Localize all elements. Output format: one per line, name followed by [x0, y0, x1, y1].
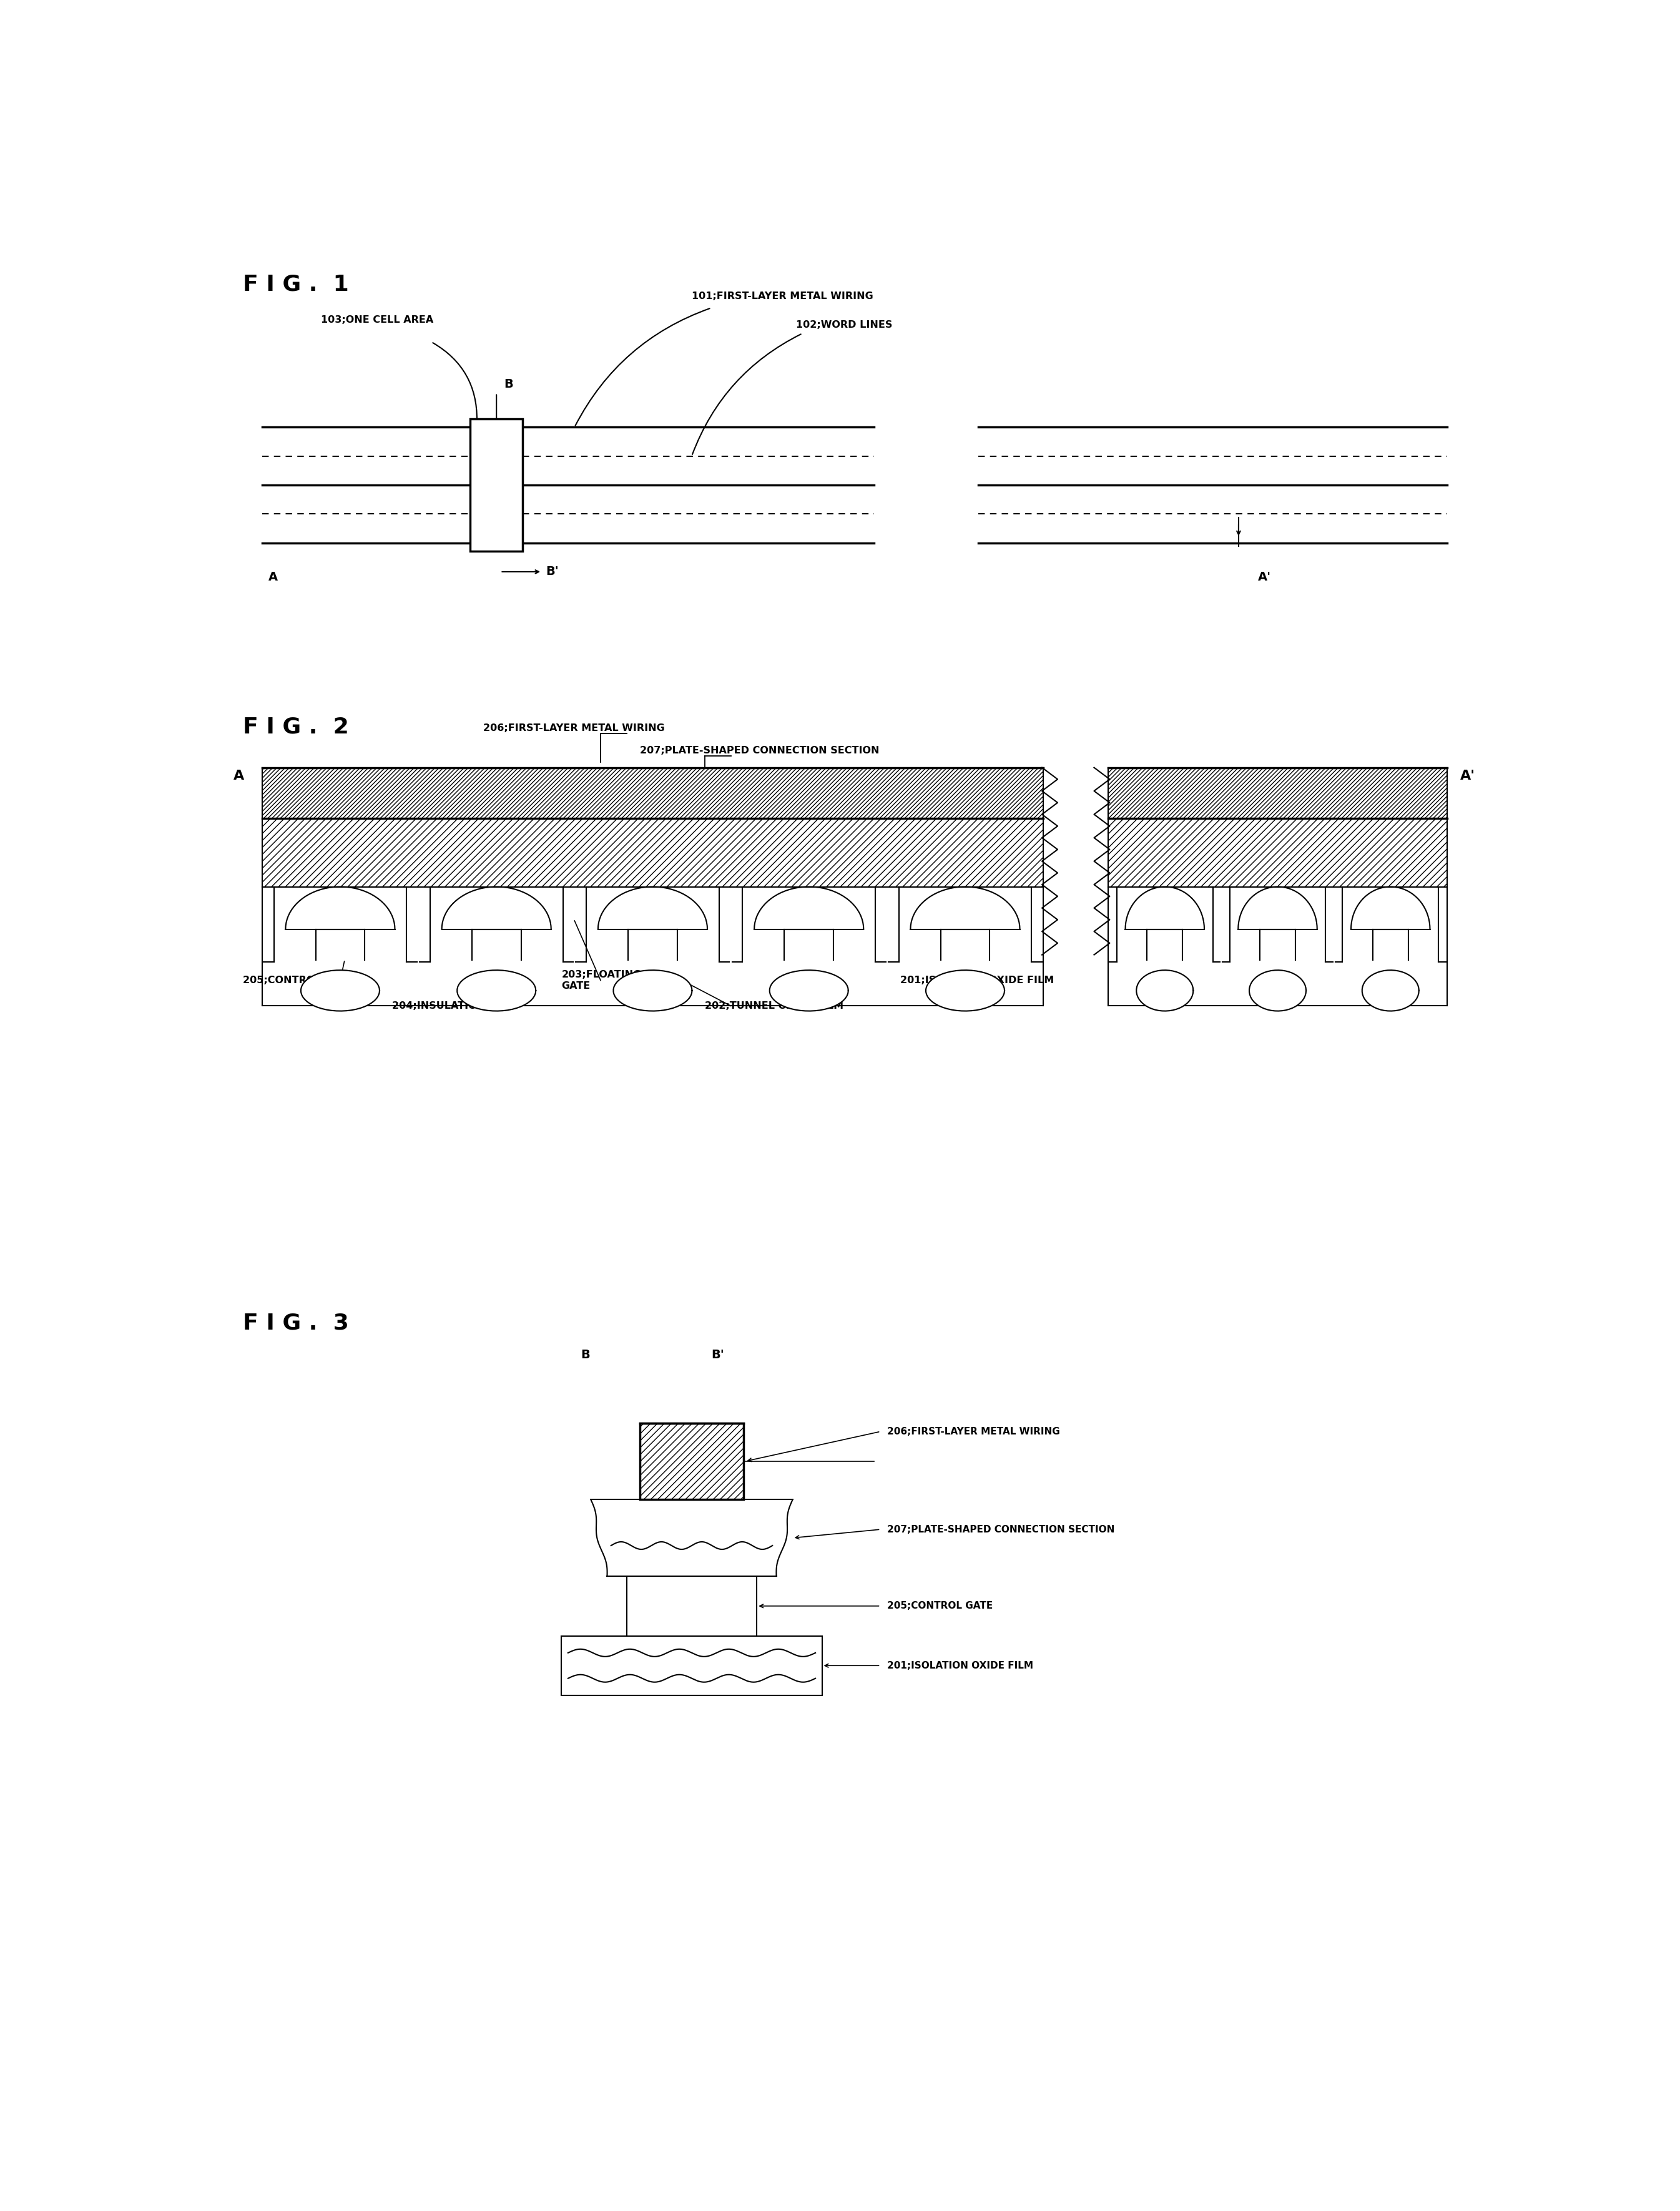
- Text: F I G .  2: F I G . 2: [242, 716, 348, 738]
- Text: 205;CONTROL GATE: 205;CONTROL GATE: [242, 975, 353, 986]
- Text: B: B: [581, 1349, 590, 1360]
- Polygon shape: [926, 971, 1005, 1010]
- Polygon shape: [628, 929, 677, 960]
- Polygon shape: [286, 887, 395, 929]
- Text: 207;PLATE-SHAPED CONNECTION SECTION: 207;PLATE-SHAPED CONNECTION SECTION: [640, 745, 879, 756]
- Polygon shape: [613, 971, 692, 1010]
- Bar: [470, 418, 522, 551]
- Polygon shape: [472, 929, 521, 960]
- Bar: [262, 767, 1043, 818]
- Polygon shape: [1238, 887, 1317, 929]
- Bar: [262, 818, 1043, 887]
- Text: 206;FIRST-LAYER METAL WIRING: 206;FIRST-LAYER METAL WIRING: [484, 723, 665, 734]
- Text: 207;PLATE-SHAPED CONNECTION SECTION: 207;PLATE-SHAPED CONNECTION SECTION: [887, 1526, 1114, 1534]
- Text: F I G .  1: F I G . 1: [242, 274, 348, 294]
- Polygon shape: [941, 929, 990, 960]
- Polygon shape: [769, 971, 848, 1010]
- Polygon shape: [754, 887, 864, 929]
- Bar: [561, 1636, 822, 1696]
- Text: 101;FIRST-LAYER METAL WIRING: 101;FIRST-LAYER METAL WIRING: [692, 292, 874, 301]
- Polygon shape: [1147, 929, 1183, 960]
- Polygon shape: [442, 887, 551, 929]
- Polygon shape: [1126, 887, 1205, 929]
- Polygon shape: [1260, 929, 1295, 960]
- Text: 201;ISOLATION OXIDE FILM: 201;ISOLATION OXIDE FILM: [900, 975, 1053, 986]
- Polygon shape: [785, 929, 833, 960]
- Text: B': B': [711, 1349, 724, 1360]
- Bar: [1109, 818, 1446, 887]
- Text: 206;FIRST-LAYER METAL WIRING: 206;FIRST-LAYER METAL WIRING: [887, 1426, 1060, 1437]
- Polygon shape: [1373, 929, 1408, 960]
- Polygon shape: [301, 971, 380, 1010]
- Polygon shape: [457, 971, 536, 1010]
- Bar: [1109, 767, 1446, 818]
- Text: 103;ONE CELL AREA: 103;ONE CELL AREA: [321, 316, 433, 325]
- Text: 202;TUNNEL OXIDE FILM: 202;TUNNEL OXIDE FILM: [706, 1002, 843, 1010]
- Polygon shape: [1136, 971, 1193, 1010]
- Bar: [627, 1576, 758, 1636]
- Polygon shape: [591, 1499, 793, 1576]
- Text: F I G .  3: F I G . 3: [242, 1313, 348, 1333]
- Text: 201;ISOLATION OXIDE FILM: 201;ISOLATION OXIDE FILM: [887, 1660, 1033, 1669]
- Text: B: B: [504, 378, 514, 391]
- Text: A': A': [1460, 769, 1475, 783]
- Text: A: A: [269, 570, 277, 584]
- Text: A': A': [1258, 570, 1272, 584]
- Polygon shape: [911, 887, 1020, 929]
- Text: 205;CONTROL GATE: 205;CONTROL GATE: [887, 1601, 993, 1610]
- Text: A: A: [234, 769, 244, 783]
- Text: 102;WORD LINES: 102;WORD LINES: [796, 321, 892, 329]
- Polygon shape: [316, 929, 365, 960]
- Polygon shape: [1351, 887, 1430, 929]
- Text: B': B': [546, 566, 559, 577]
- Polygon shape: [598, 887, 707, 929]
- Polygon shape: [1362, 971, 1420, 1010]
- Text: 203;FLOATING
GATE: 203;FLOATING GATE: [561, 971, 642, 991]
- Polygon shape: [1250, 971, 1305, 1010]
- Bar: [640, 1424, 744, 1499]
- Text: 204;INSULATION FILM: 204;INSULATION FILM: [393, 1002, 516, 1010]
